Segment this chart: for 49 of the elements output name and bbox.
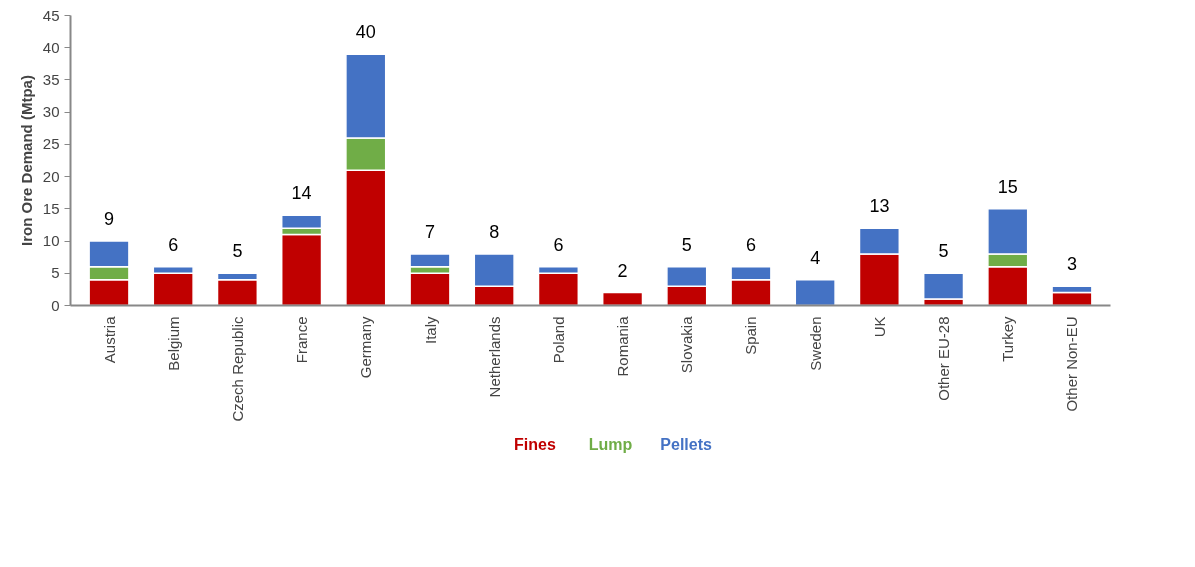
- y-tick-label: 25: [42, 135, 60, 153]
- total-label: 5: [681, 234, 692, 255]
- bar: [601, 291, 644, 306]
- total-label: 7: [425, 221, 436, 242]
- total-label: 14: [291, 183, 312, 204]
- x-tick-label: Other EU-28: [935, 316, 953, 401]
- total-label: 9: [104, 208, 115, 229]
- total-label: 8: [489, 221, 500, 242]
- y-tick-label: 20: [42, 167, 60, 185]
- total-label: 2: [617, 260, 628, 281]
- total-label: 4: [810, 247, 821, 268]
- text: Lump: [588, 436, 633, 453]
- total-label: 13: [869, 196, 890, 217]
- x-tick-label: Czech Republic: [228, 316, 246, 422]
- x-tick-label: Spain: [742, 316, 760, 355]
- text: Pellets: [660, 436, 712, 453]
- total-label: 6: [745, 234, 756, 255]
- x-tick-label: Poland: [549, 316, 567, 364]
- x-tick-label: Austria: [100, 315, 118, 364]
- bar: [280, 233, 323, 306]
- total-label: 15: [997, 176, 1018, 197]
- total-label: 6: [553, 234, 564, 255]
- total-label: 6: [168, 234, 179, 255]
- x-tick-label: Netherlands: [485, 316, 503, 398]
- x-tick-label: Germany: [357, 316, 375, 379]
- x-tick-label: Sweden: [806, 316, 824, 371]
- y-tick-label: 15: [42, 199, 60, 217]
- total-label: 40: [355, 22, 376, 43]
- total-label: 3: [1066, 254, 1077, 275]
- total-label: 5: [232, 241, 243, 262]
- x-tick-label: Slovakia: [678, 315, 696, 374]
- y-tick-label: 0: [51, 296, 60, 314]
- total-label: 5: [938, 241, 949, 262]
- y-tick-label: 5: [51, 264, 60, 282]
- x-tick-label: Other Non-EU: [1063, 316, 1081, 412]
- x-tick-label: Belgium: [164, 316, 182, 371]
- x-tick-label: Italy: [421, 316, 439, 345]
- x-tick-label: Turkey: [999, 316, 1017, 362]
- y-tick-label: 30: [42, 103, 60, 121]
- y-tick-label: 40: [42, 38, 60, 56]
- x-tick-label: France: [293, 316, 311, 364]
- y-tick-label: 10: [42, 232, 60, 250]
- x-tick-label: Romania: [614, 315, 632, 377]
- text: Fines: [514, 436, 556, 453]
- y-axis-title: Iron Ore Demand (Mtpa): [17, 75, 35, 246]
- x-tick-label: UK: [870, 316, 888, 338]
- y-tick-label: 35: [42, 70, 60, 88]
- y-tick-label: 45: [42, 6, 60, 24]
- bar: [794, 278, 836, 306]
